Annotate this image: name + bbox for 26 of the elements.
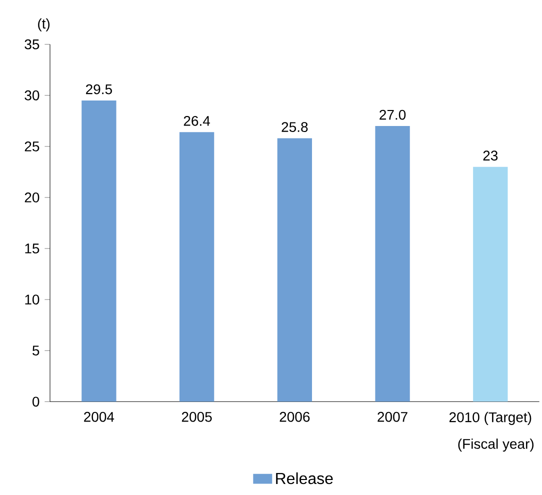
bar [473, 166, 508, 402]
bar [375, 126, 410, 402]
data-label: 25.8 [282, 122, 308, 132]
y-tick-label: 0 [32, 396, 40, 407]
y-tick-label: 15 [25, 244, 40, 254]
y-axis-title: (t) [38, 18, 50, 32]
y-tick-label: 10 [25, 294, 40, 305]
x-tick-label: 2006 [280, 412, 310, 422]
y-tick-label: 30 [24, 90, 40, 100]
bar [277, 138, 312, 402]
data-label: 29.5 [86, 84, 112, 94]
x-tick-label: 2010 (Target) [449, 412, 532, 425]
y-tick-label: 35 [24, 39, 40, 50]
y-tick-label: 5 [32, 346, 40, 356]
data-label: 27.0 [380, 110, 406, 120]
data-label: 23 [483, 150, 498, 161]
text: (Fiscal year) [458, 438, 534, 452]
x-tick-label: 2004 [84, 412, 114, 422]
data-label: 26.4 [184, 116, 210, 126]
y-tick-label: 25 [24, 141, 40, 152]
x-tick-label: 2007 [378, 412, 408, 422]
bar [179, 132, 214, 402]
legend-label: Release [276, 472, 333, 484]
x-tick-label: 2005 [182, 412, 212, 422]
bar [82, 100, 116, 402]
y-tick-label: 20 [24, 192, 40, 202]
